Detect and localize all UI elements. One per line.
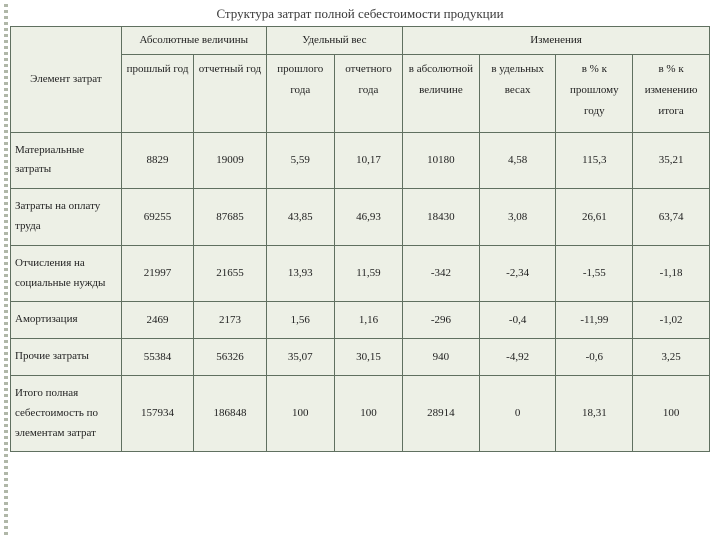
cell-value: -1,18	[633, 245, 710, 302]
cell-value: 8829	[121, 132, 193, 189]
row-name: Материальные затраты	[11, 132, 122, 189]
col-chg-wt: в удельных весах	[479, 54, 556, 132]
cell-value: -342	[403, 245, 480, 302]
row-name: Затраты на оплату труда	[11, 189, 122, 246]
cell-value: -296	[403, 302, 480, 339]
col-abs-prev: прошлый год	[121, 54, 193, 132]
cell-value: 100	[334, 375, 402, 451]
table-row: Материальные затраты8829190095,5910,1710…	[11, 132, 710, 189]
cell-value: 18430	[403, 189, 480, 246]
cell-value: 2469	[121, 302, 193, 339]
col-wt-prev: прошлого года	[266, 54, 334, 132]
cell-value: 13,93	[266, 245, 334, 302]
colgroup-abs: Абсолютные величины	[121, 27, 266, 55]
cell-value: 100	[266, 375, 334, 451]
cell-value: 5,59	[266, 132, 334, 189]
cell-value: 3,25	[633, 339, 710, 376]
cell-value: 21997	[121, 245, 193, 302]
cell-value: 0	[479, 375, 556, 451]
table-body: Материальные затраты8829190095,5910,1710…	[11, 132, 710, 452]
col-abs-curr: отчетный год	[194, 54, 266, 132]
cell-value: 115,3	[556, 132, 633, 189]
cell-value: 35,21	[633, 132, 710, 189]
cell-value: 19009	[194, 132, 266, 189]
row-name: Прочие затраты	[11, 339, 122, 376]
cell-value: 3,08	[479, 189, 556, 246]
cell-value: 26,61	[556, 189, 633, 246]
cell-value: 63,74	[633, 189, 710, 246]
cell-value: 100	[633, 375, 710, 451]
cell-value: 35,07	[266, 339, 334, 376]
col-wt-curr: отчетного года	[334, 54, 402, 132]
cell-value: -0,4	[479, 302, 556, 339]
cell-value: -11,99	[556, 302, 633, 339]
cell-value: 46,93	[334, 189, 402, 246]
cell-value: 1,16	[334, 302, 402, 339]
row-name: Амортизация	[11, 302, 122, 339]
cell-value: 18,31	[556, 375, 633, 451]
cell-value: -1,55	[556, 245, 633, 302]
col-chg-abs: в абсолютной величине	[403, 54, 480, 132]
cell-value: 10180	[403, 132, 480, 189]
cell-value: 69255	[121, 189, 193, 246]
col-element: Элемент затрат	[11, 27, 122, 133]
cell-value: 21655	[194, 245, 266, 302]
page-title: Структура затрат полной себестоимости пр…	[0, 0, 720, 26]
cell-value: 56326	[194, 339, 266, 376]
row-name: Отчисления на социальные нужды	[11, 245, 122, 302]
col-chg-pct-prev: в % к прошлому году	[556, 54, 633, 132]
cell-value: 11,59	[334, 245, 402, 302]
cell-value: 28914	[403, 375, 480, 451]
table-row: Итого полная себестоимость по элементам …	[11, 375, 710, 451]
table-row: Прочие затраты553845632635,0730,15940-4,…	[11, 339, 710, 376]
table-row: Амортизация246921731,561,16-296-0,4-11,9…	[11, 302, 710, 339]
slide-decor-left	[4, 4, 8, 536]
cell-value: 1,56	[266, 302, 334, 339]
cell-value: 4,58	[479, 132, 556, 189]
table-row: Отчисления на социальные нужды2199721655…	[11, 245, 710, 302]
cell-value: 30,15	[334, 339, 402, 376]
colgroup-weight: Удельный вес	[266, 27, 402, 55]
cell-value: 87685	[194, 189, 266, 246]
cell-value: -2,34	[479, 245, 556, 302]
cell-value: 940	[403, 339, 480, 376]
cell-value: 2173	[194, 302, 266, 339]
colgroup-changes: Изменения	[403, 27, 710, 55]
cell-value: 43,85	[266, 189, 334, 246]
cost-structure-table: Элемент затрат Абсолютные величины Удель…	[10, 26, 710, 452]
cell-value: -4,92	[479, 339, 556, 376]
col-chg-pct-total: в % к изменению итога	[633, 54, 710, 132]
table-row: Затраты на оплату труда692558768543,8546…	[11, 189, 710, 246]
row-name: Итого полная себестоимость по элементам …	[11, 375, 122, 451]
cell-value: -1,02	[633, 302, 710, 339]
cell-value: 10,17	[334, 132, 402, 189]
cell-value: 157934	[121, 375, 193, 451]
cell-value: -0,6	[556, 339, 633, 376]
cell-value: 55384	[121, 339, 193, 376]
cell-value: 186848	[194, 375, 266, 451]
